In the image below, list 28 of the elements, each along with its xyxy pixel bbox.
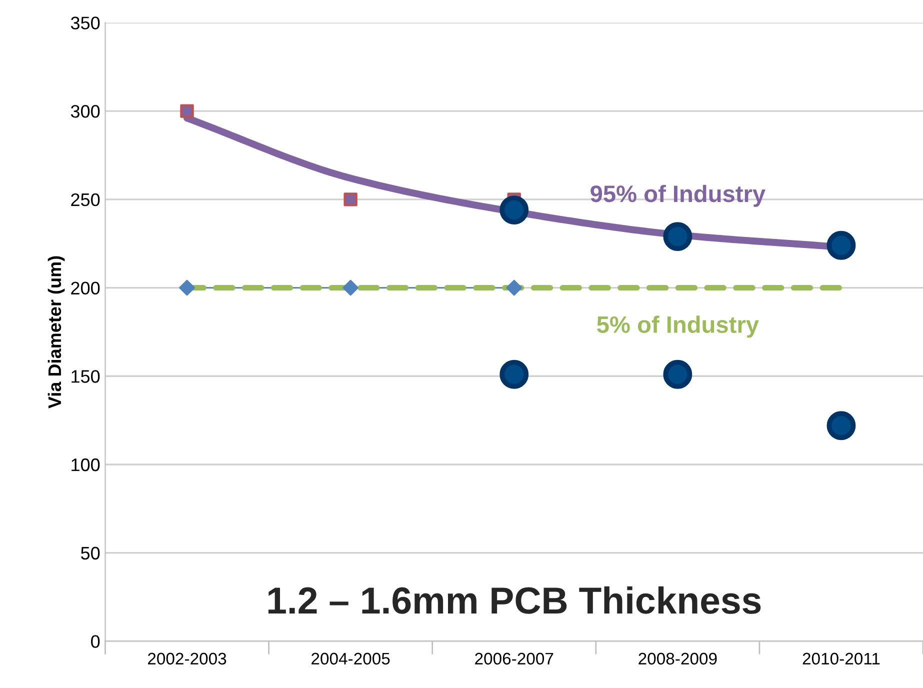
series-label: 5% of Industry bbox=[597, 316, 759, 338]
x-tick-label: 2004-2005 bbox=[312, 652, 390, 665]
y-tick-label: 150 bbox=[72, 370, 100, 383]
point bbox=[826, 230, 856, 260]
point bbox=[663, 360, 692, 389]
text: 1.2 – 1.6mm PCB Thickness bbox=[268, 586, 761, 614]
series-label: 95% of Industry bbox=[590, 184, 766, 207]
point bbox=[180, 104, 194, 118]
point bbox=[500, 360, 529, 389]
x-tick-label: 2008-2009 bbox=[638, 652, 717, 665]
y-tick-label: 0 bbox=[91, 635, 100, 648]
y-axis-title: Via Diameter (um) bbox=[48, 256, 65, 408]
x-tick-label: 2002-2003 bbox=[148, 652, 226, 665]
point bbox=[342, 280, 359, 296]
y-tick-label: 300 bbox=[70, 104, 100, 118]
point bbox=[506, 280, 522, 296]
y-tick-label: 100 bbox=[72, 458, 100, 472]
y-tick-label: 250 bbox=[71, 193, 100, 206]
x-tick-label: 2010-2011 bbox=[802, 652, 880, 665]
point bbox=[663, 222, 692, 251]
point bbox=[179, 280, 195, 296]
y-tick-label: 350 bbox=[70, 16, 100, 30]
point bbox=[500, 196, 529, 224]
y-tick-label: 200 bbox=[71, 282, 100, 294]
y-tick-label: 50 bbox=[81, 546, 100, 560]
point bbox=[344, 192, 358, 206]
x-tick-label: 2006-2007 bbox=[475, 652, 554, 665]
point bbox=[826, 411, 856, 440]
